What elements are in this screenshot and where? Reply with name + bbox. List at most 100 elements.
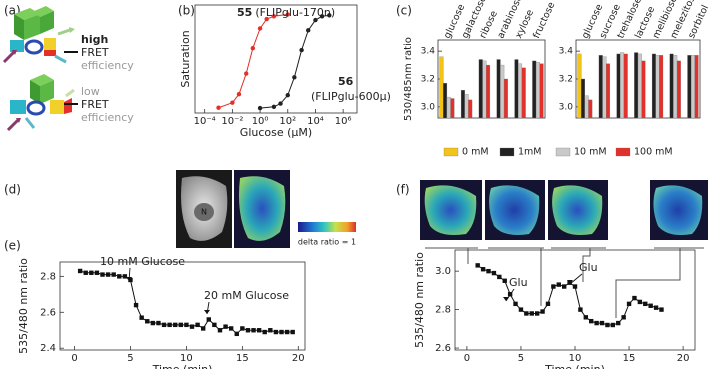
scheme-fret: FRET	[81, 98, 109, 111]
scheme-level: high	[81, 33, 108, 46]
marker	[285, 92, 290, 98]
marker	[89, 270, 94, 275]
marker	[545, 301, 551, 307]
series-line	[218, 13, 288, 109]
arrow-head	[503, 297, 509, 301]
x-tick-label: 10⁻²	[221, 116, 243, 127]
marker	[632, 295, 637, 301]
scheme-level: low	[81, 85, 100, 98]
bar	[598, 55, 603, 119]
marker	[594, 320, 599, 326]
marker	[161, 322, 167, 328]
marker	[234, 331, 239, 337]
marker	[319, 14, 325, 19]
y-tick-label: 3.2	[559, 75, 573, 85]
bar	[486, 64, 491, 119]
bar	[503, 78, 508, 119]
legend-swatch	[443, 147, 459, 157]
micrograph-color	[234, 170, 290, 248]
marker	[251, 328, 256, 333]
marker	[133, 302, 139, 308]
panel-label: (d)	[4, 183, 21, 197]
nucleus-label: N	[201, 208, 207, 217]
marker	[268, 328, 273, 333]
y-tick-label: 3.4	[559, 47, 574, 57]
bar	[443, 83, 448, 119]
x-tick-label: 20	[292, 353, 305, 364]
marker	[189, 324, 195, 329]
marker	[480, 267, 486, 272]
annotation-arrow	[569, 273, 583, 285]
bar	[673, 55, 678, 119]
bar	[482, 60, 487, 119]
bar	[669, 53, 674, 119]
bar	[620, 52, 625, 119]
marker	[529, 311, 534, 316]
plot-frame	[194, 4, 358, 114]
scheme-efficiency: efficiency	[81, 59, 134, 72]
series-name: (FLIPglu-600μ)	[311, 90, 391, 103]
marker	[256, 328, 262, 333]
series-name: (FLIPglu-170n)	[255, 6, 335, 19]
marker	[273, 329, 279, 335]
marker	[262, 329, 267, 335]
marker	[497, 274, 502, 280]
bar	[496, 59, 501, 119]
marker	[599, 320, 605, 326]
x-tick-label: 10⁶	[335, 116, 352, 127]
x-axis-label: Time (min)	[152, 363, 213, 369]
legend-label: 1mM	[518, 147, 542, 158]
marker	[292, 75, 297, 80]
bar	[659, 55, 664, 119]
bar	[584, 95, 589, 119]
legend-swatch	[555, 147, 571, 157]
legend-label: 100 mM	[634, 147, 673, 158]
marker	[216, 105, 221, 110]
marker	[184, 322, 189, 328]
bar	[500, 64, 505, 119]
annotation: Glu	[509, 276, 528, 289]
marker	[583, 315, 589, 320]
y-tick-label: 3.0	[435, 266, 451, 277]
scheme-low	[6, 74, 78, 132]
marker	[139, 315, 144, 320]
legend-label: 10 mM	[574, 147, 607, 158]
y-tick-label: 3.4	[421, 47, 436, 57]
marker	[578, 307, 583, 312]
image-strip	[420, 180, 708, 318]
bar	[616, 53, 621, 119]
marker	[637, 299, 643, 305]
colorbar	[298, 222, 356, 232]
marker	[589, 318, 594, 324]
marker	[616, 320, 621, 326]
x-tick-label: 15	[236, 353, 249, 364]
marker	[150, 320, 156, 326]
bar	[588, 99, 593, 119]
marker	[279, 329, 284, 335]
x-tick-label: 10	[569, 353, 582, 364]
y-tick-label: 2.8	[40, 271, 56, 282]
bar	[623, 53, 628, 119]
marker	[556, 282, 561, 287]
y-tick-label: 2.8	[435, 305, 451, 316]
marker	[278, 101, 283, 106]
category-label: fructose	[531, 0, 557, 40]
bar	[521, 67, 526, 119]
bar	[687, 55, 692, 119]
marker	[94, 270, 100, 275]
marker	[306, 28, 311, 33]
bar	[478, 59, 483, 119]
legend-swatch	[499, 147, 515, 157]
bar	[637, 53, 642, 119]
panel-label: (c)	[396, 4, 412, 18]
y-tick-label: 3.0	[421, 102, 436, 112]
x-axis-label: Glucose (μM)	[240, 126, 312, 139]
scheme-high	[2, 6, 78, 64]
bar	[539, 63, 544, 119]
marker	[285, 12, 290, 17]
scheme-fret: FRET	[81, 46, 109, 59]
marker	[200, 326, 206, 331]
marker	[228, 326, 234, 331]
marker	[643, 301, 648, 307]
annotation: 20 mM Glucose	[204, 289, 289, 302]
